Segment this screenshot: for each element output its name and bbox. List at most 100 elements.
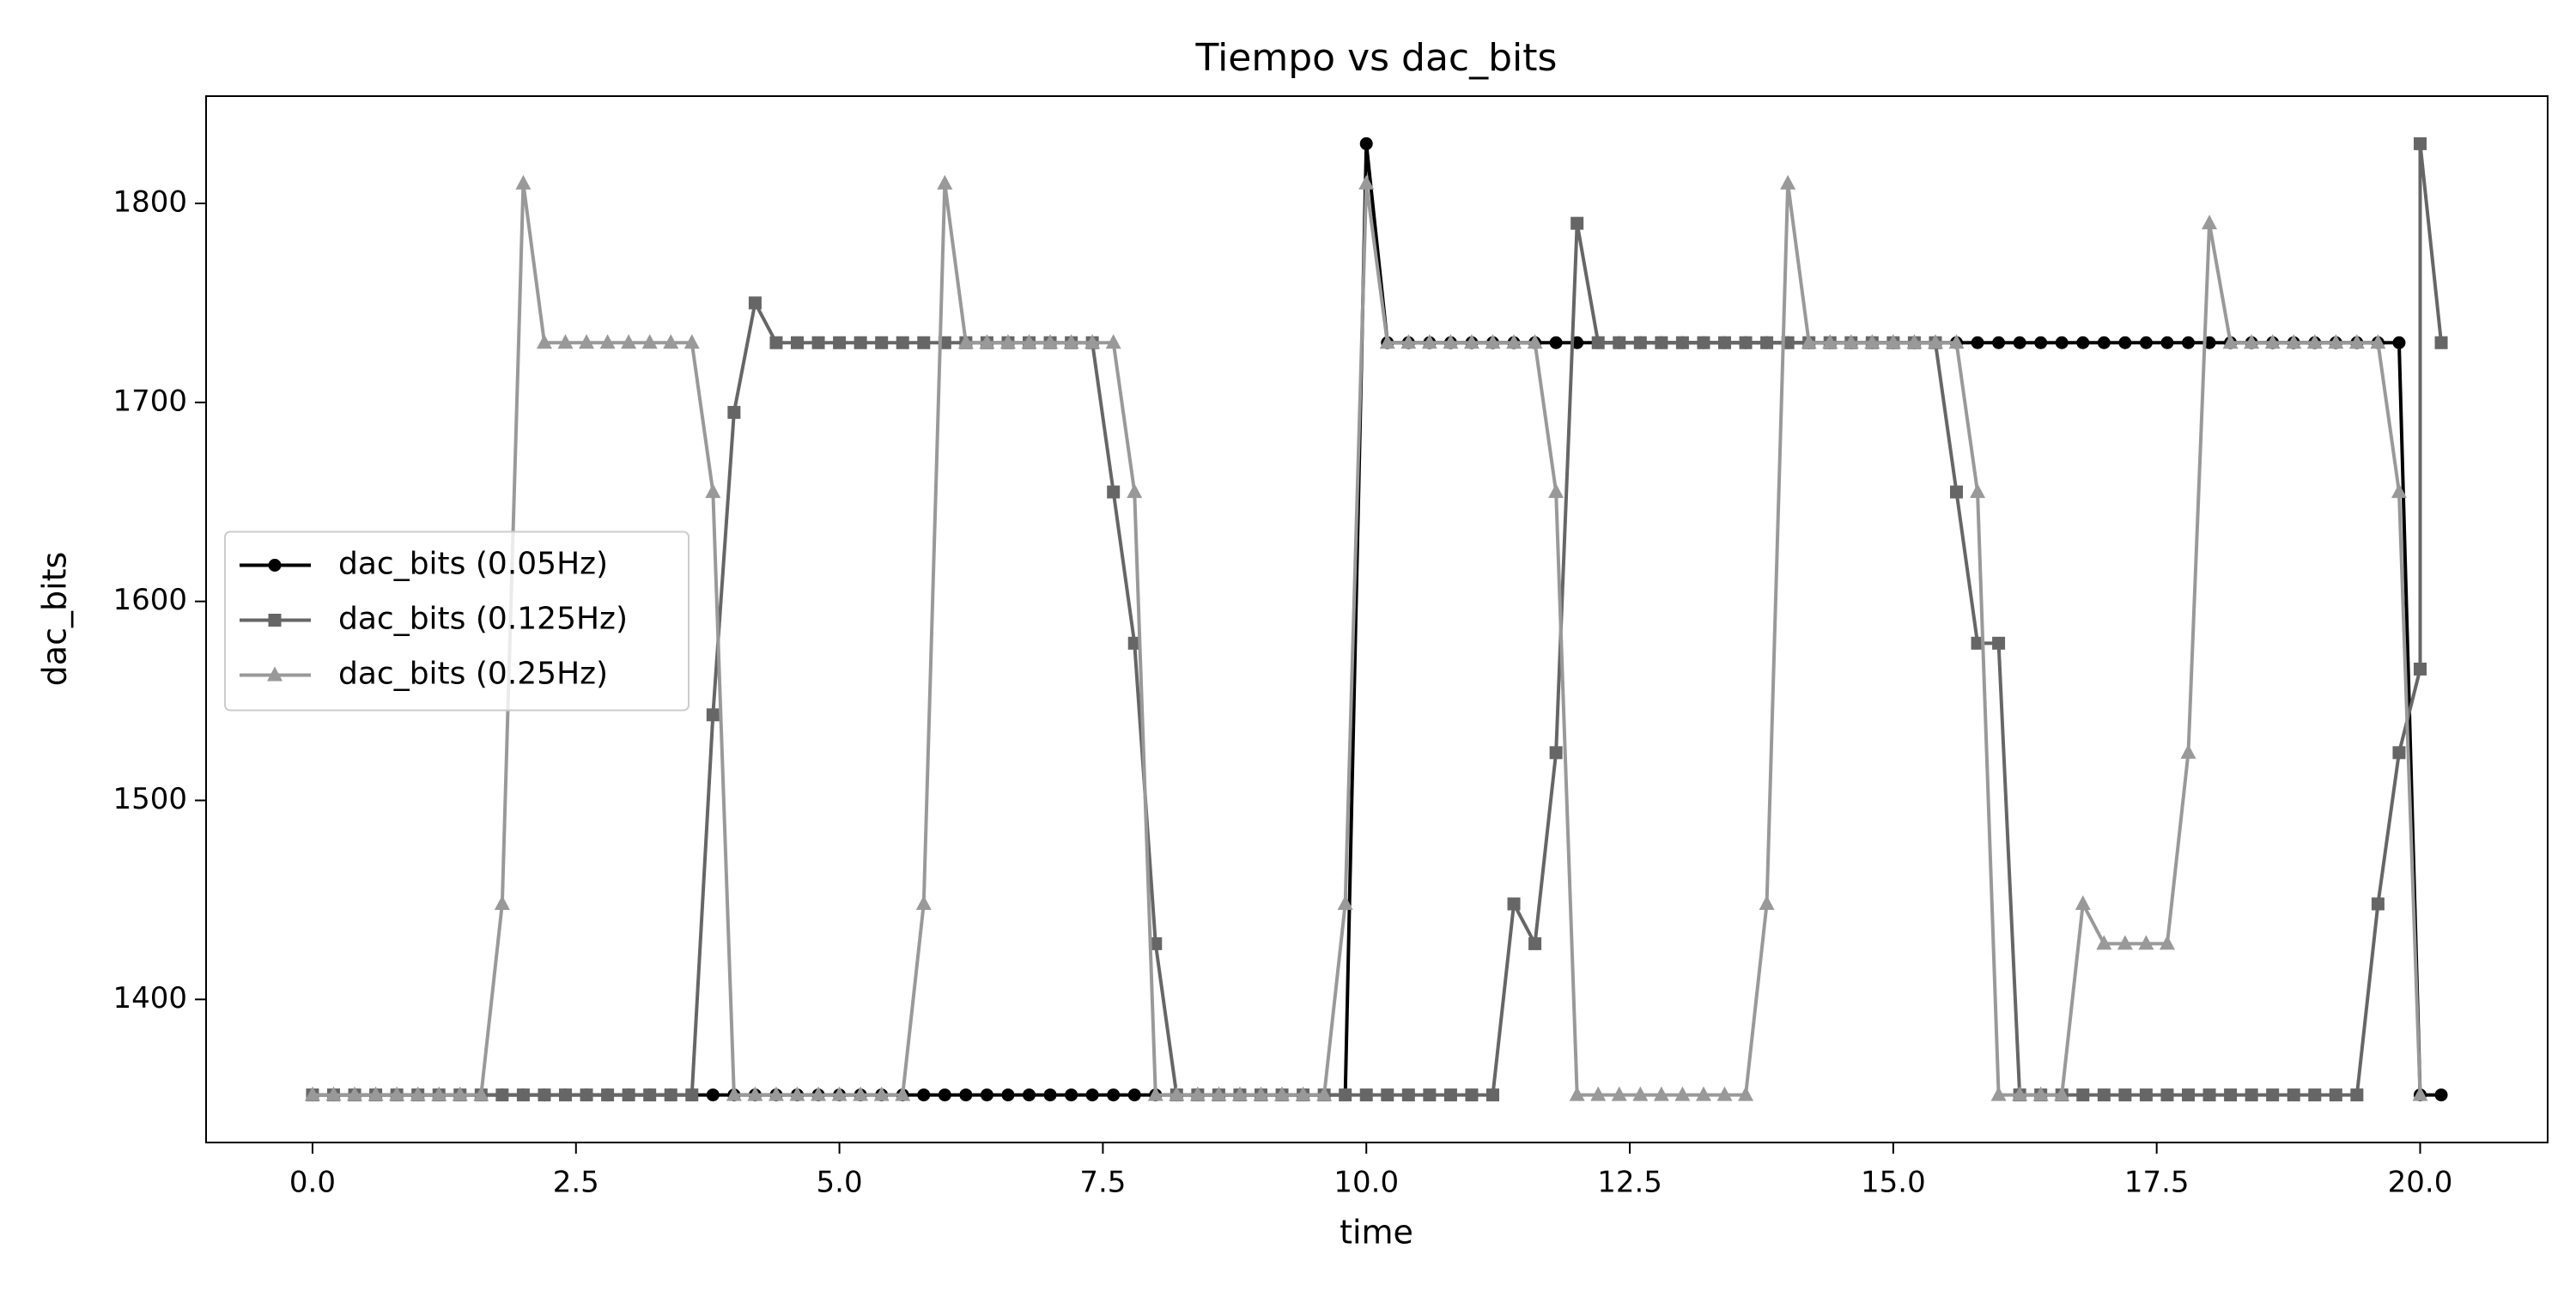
marker — [2076, 336, 2090, 349]
marker — [1274, 1086, 1291, 1101]
marker — [2202, 1088, 2216, 1102]
marker — [601, 1088, 615, 1102]
marker — [2287, 1088, 2300, 1102]
marker — [1023, 1088, 1036, 1102]
marker — [1695, 1086, 1711, 1101]
marker — [1971, 636, 1984, 650]
marker — [1400, 334, 1417, 349]
marker — [747, 1086, 763, 1101]
marker — [2412, 1086, 2428, 1101]
marker — [896, 336, 909, 349]
marker — [452, 1086, 468, 1101]
series — [304, 174, 2428, 1101]
x-tick-label: 0.0 — [289, 1166, 336, 1200]
marker — [1864, 334, 1880, 349]
marker — [347, 1086, 363, 1101]
marker — [641, 334, 658, 349]
marker — [959, 1088, 973, 1102]
marker — [1043, 1088, 1057, 1102]
marker — [2348, 334, 2365, 349]
marker — [1465, 1088, 1479, 1102]
marker — [2414, 136, 2427, 150]
marker — [938, 1088, 951, 1102]
marker — [1231, 1086, 1248, 1101]
y-axis-label: dac_bits — [36, 552, 74, 687]
marker — [1169, 1086, 1185, 1101]
marker — [1613, 336, 1626, 349]
marker — [516, 1088, 530, 1102]
marker — [811, 1086, 827, 1101]
marker — [2118, 336, 2132, 349]
marker — [1971, 336, 1984, 349]
marker — [2096, 935, 2112, 950]
marker — [2392, 336, 2406, 349]
marker — [1127, 636, 1141, 650]
legend-label: dac_bits (0.05Hz) — [338, 547, 608, 582]
marker — [791, 336, 804, 349]
x-tick-label: 20.0 — [2388, 1166, 2453, 1200]
marker — [1423, 1088, 1437, 1102]
marker — [643, 1088, 657, 1102]
marker — [2075, 895, 2091, 911]
marker — [268, 559, 282, 572]
marker — [875, 336, 889, 349]
marker — [2286, 334, 2302, 349]
marker — [1950, 485, 1963, 499]
marker — [494, 895, 510, 911]
marker — [1211, 1086, 1227, 1101]
y-tick-label: 1400 — [112, 981, 187, 1015]
marker — [1927, 334, 1943, 349]
marker — [917, 1088, 931, 1102]
marker — [2264, 334, 2281, 349]
marker — [267, 666, 283, 682]
marker — [1632, 1086, 1649, 1101]
marker — [1443, 1088, 1457, 1102]
marker — [957, 334, 974, 349]
marker — [2118, 1088, 2132, 1102]
marker — [1528, 936, 1542, 950]
marker — [2266, 1088, 2280, 1102]
marker — [2182, 1088, 2195, 1102]
marker — [621, 334, 637, 349]
marker — [1716, 1086, 1733, 1101]
marker — [1655, 336, 1668, 349]
marker — [538, 1088, 551, 1102]
marker — [2434, 1088, 2448, 1102]
marker — [559, 1088, 572, 1102]
marker — [2245, 1088, 2258, 1102]
marker — [2139, 336, 2153, 349]
marker — [768, 1086, 784, 1101]
marker — [268, 614, 282, 627]
chart-title: Tiempo vs dac_bits — [1195, 36, 1558, 80]
marker — [873, 1086, 890, 1101]
marker — [1738, 1086, 1754, 1101]
marker — [1970, 483, 1986, 499]
marker — [1527, 334, 1543, 349]
marker — [1421, 334, 1437, 349]
marker — [1611, 1086, 1627, 1101]
marker — [706, 708, 720, 722]
legend-label: dac_bits (0.25Hz) — [338, 657, 608, 692]
marker — [1463, 334, 1479, 349]
x-tick-label: 10.0 — [1334, 1166, 1399, 1200]
marker — [2391, 483, 2407, 499]
y-tick-label: 1700 — [112, 384, 187, 418]
marker — [2328, 334, 2344, 349]
marker — [915, 895, 932, 911]
marker — [1127, 483, 1143, 499]
marker — [2350, 1088, 2364, 1102]
marker — [831, 1086, 848, 1101]
marker — [726, 1086, 742, 1101]
marker — [1569, 1086, 1585, 1101]
marker — [2055, 336, 2069, 349]
marker — [789, 1086, 805, 1101]
marker — [1992, 636, 2006, 650]
marker — [1316, 1086, 1333, 1101]
marker — [664, 1088, 677, 1102]
marker — [536, 334, 552, 349]
marker — [1063, 334, 1079, 349]
marker — [1718, 336, 1731, 349]
marker — [1379, 334, 1395, 349]
marker — [1633, 336, 1647, 349]
